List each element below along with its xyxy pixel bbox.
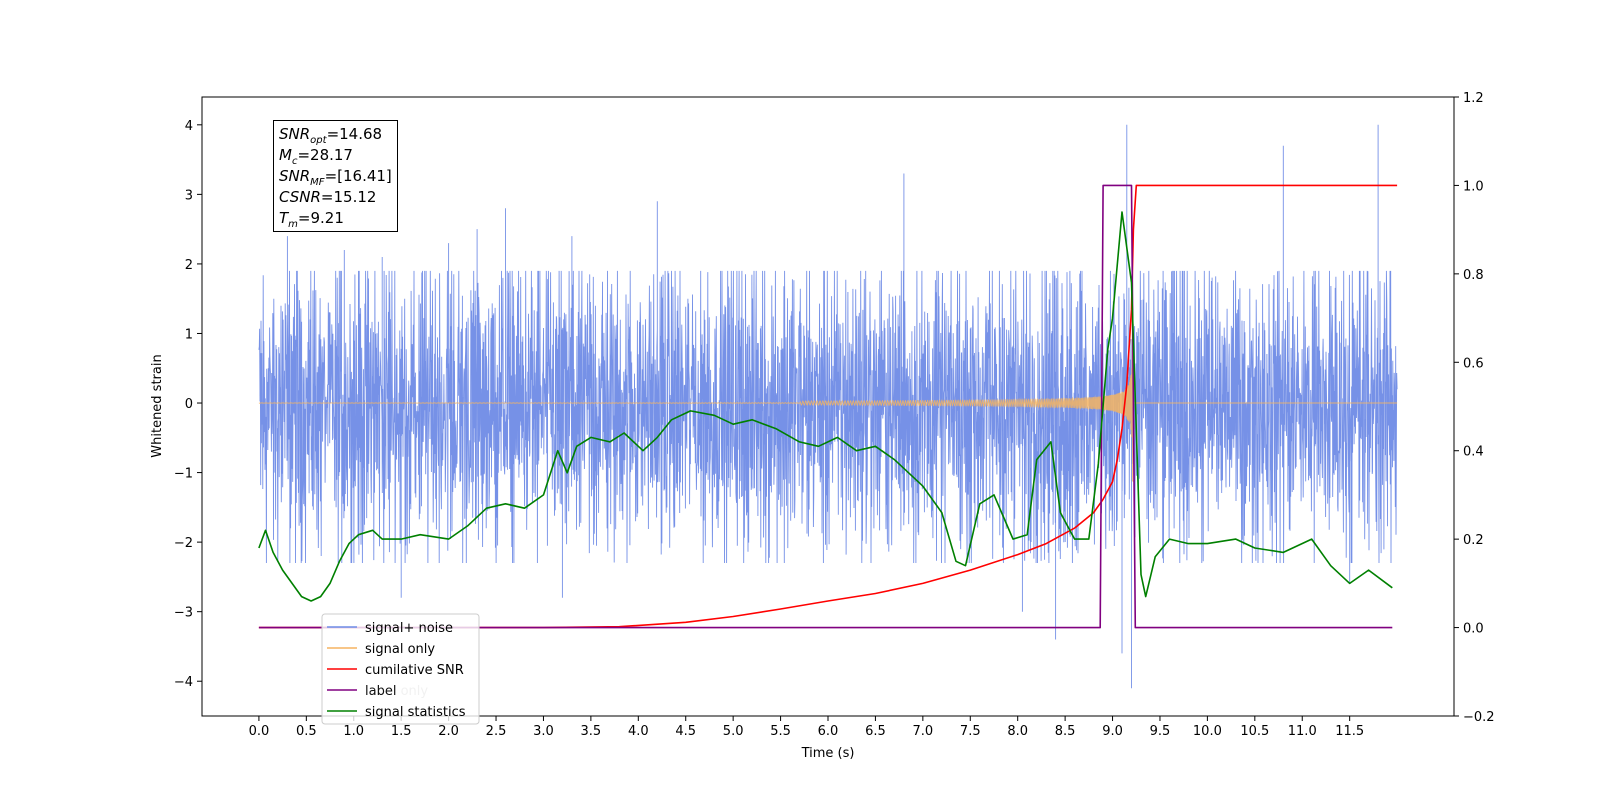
y-tick-label: −2: [174, 536, 193, 551]
x-tick-label: 8.0: [1007, 724, 1028, 739]
y-tick-label: 1: [185, 327, 193, 342]
x-tick-label: 6.5: [865, 724, 886, 739]
x-tick-label: 1.0: [343, 724, 364, 739]
y2-tick-label: 1.0: [1463, 179, 1484, 194]
x-axis-label: Time (s): [801, 746, 855, 761]
snr-mf-subscript: MF: [310, 177, 325, 188]
series-cumulative-snr: [258, 184, 1398, 629]
csnr-value: =15.12: [320, 188, 377, 206]
y2-tick-label: 0.2: [1463, 533, 1484, 548]
y-tick-label: −1: [174, 467, 193, 482]
snr-annotation-box: SNRopt=14.68 Mc=28.17 SNRMF=[16.41] CSNR…: [273, 120, 398, 232]
x-tick-label: 0.5: [296, 724, 317, 739]
y2-tick-label: 0.0: [1463, 622, 1484, 637]
csnr-row: CSNR=15.12: [279, 187, 392, 208]
tm-symbol: T: [279, 209, 289, 227]
x-tick-label: 9.5: [1150, 724, 1171, 739]
snr-mf-symbol: SNR: [279, 167, 311, 185]
x-tick-label: 3.0: [533, 724, 554, 739]
mc-subscript: c: [291, 156, 298, 167]
legend-entry-label: label: [365, 684, 396, 699]
x-tick-label: 5.5: [770, 724, 791, 739]
x-tick-label: 1.5: [391, 724, 412, 739]
y2-tick-label: −0.2: [1463, 710, 1495, 725]
x-tick-label: 4.0: [628, 724, 649, 739]
x-tick-label: 7.0: [913, 724, 934, 739]
y2-tick-label: 0.8: [1463, 268, 1484, 283]
x-tick-label: 10.5: [1240, 724, 1269, 739]
y-axis-label: Whitened strain: [150, 354, 165, 457]
x-tick-label: 8.5: [1055, 724, 1076, 739]
x-tick-label: 11.0: [1288, 724, 1317, 739]
x-tick-label: 6.0: [818, 724, 839, 739]
series-signal-only: [258, 264, 1398, 482]
legend-entry-label-only: label only: [365, 684, 428, 699]
tm-subscript: m: [288, 219, 298, 230]
y-tick-label: 3: [185, 188, 193, 203]
x-tick-label: 9.0: [1102, 724, 1123, 739]
series-signal-plus-noise: [258, 124, 1398, 689]
legend-frame: [321, 613, 480, 725]
x-tick-label: 3.5: [581, 724, 602, 739]
x-tick-label: 4.5: [675, 724, 696, 739]
y2-tick-label: 0.6: [1463, 356, 1484, 371]
x-tick-label: 11.5: [1335, 724, 1364, 739]
snr-mf-value: =[16.41]: [324, 167, 392, 185]
x-axis: 0.0 0.5 1.0 1.5 2.0 2.5 3.0 3.5 4.0 4.5 5.0 5.5 6.0 6…: [249, 716, 1364, 739]
snr-opt-value: =14.68: [326, 125, 383, 143]
mc-row: Mc=28.17: [279, 145, 392, 167]
y2-tick-label: 0.4: [1463, 445, 1484, 460]
legend-entry-signal: signal only: [365, 642, 435, 657]
tm-value: =9.21: [297, 209, 344, 227]
y-axis-left: 4 3 2 1 0 −1 −2 −3 −4: [174, 119, 202, 690]
y-tick-label: 0: [185, 397, 193, 412]
mc-symbol: M: [279, 146, 292, 164]
y2-tick-label: 1.2: [1463, 91, 1484, 106]
tm-row: Tm=9.21: [279, 208, 392, 230]
snr-opt-symbol: SNR: [279, 125, 311, 143]
csnr-symbol: CSNR: [279, 188, 321, 206]
series-signal-statistics: [258, 211, 1393, 602]
mc-value: =28.17: [297, 146, 353, 164]
snr-opt-subscript: opt: [310, 135, 327, 146]
legend: signal+ noise signal only cumilative SNR…: [321, 613, 480, 725]
y-tick-label: 4: [185, 119, 193, 134]
x-tick-label: 5.0: [723, 724, 744, 739]
snr-opt-row: SNRopt=14.68: [279, 124, 392, 146]
x-tick-label: 10.0: [1193, 724, 1222, 739]
snr-mf-row: SNRMF=[16.41]: [279, 166, 392, 188]
y-tick-label: −3: [174, 606, 193, 621]
series-label: [258, 184, 1393, 629]
y-tick-label: 2: [185, 258, 193, 273]
x-tick-label: 2.0: [438, 724, 459, 739]
plot-area: [258, 124, 1398, 689]
x-tick-label: 0.0: [249, 724, 270, 739]
legend-entry-noise: signal+ noise: [365, 621, 453, 636]
y-tick-label: −4: [174, 675, 193, 690]
x-tick-label: 2.5: [486, 724, 507, 739]
y-axis-right: 1.2 1.0 0.8 0.6 0.4 0.2 0.0 −0.2: [1454, 91, 1495, 725]
legend-entry-statistics: signal statistics: [365, 705, 466, 720]
legend-entry-cumulative-snr: cumilative SNR: [365, 663, 464, 678]
x-tick-label: 7.5: [960, 724, 981, 739]
